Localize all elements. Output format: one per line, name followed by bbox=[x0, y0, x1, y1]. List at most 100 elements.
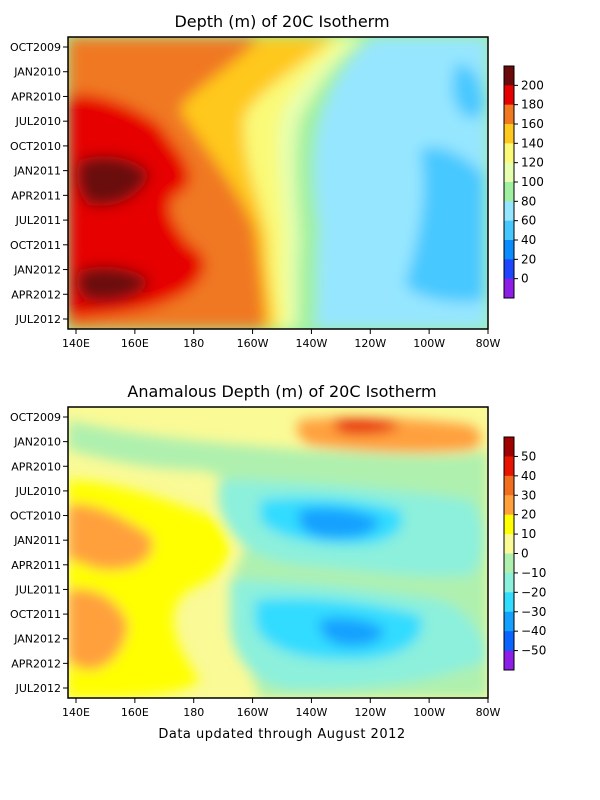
y-tick-label: JAN2011 bbox=[13, 534, 61, 547]
y-tick-label: OCT2010 bbox=[10, 140, 61, 153]
x-axis-ticks: 140E 160E 180 160W 140W 120W 100W 80W bbox=[62, 329, 501, 350]
colorbar-swatch bbox=[504, 182, 514, 202]
y-tick-label: JUL2012 bbox=[15, 682, 61, 695]
y-tick-label: APR2012 bbox=[11, 657, 61, 670]
colorbar-swatch bbox=[504, 592, 514, 613]
colorbar-tick-label: 0 bbox=[521, 547, 529, 561]
colorbar-swatch bbox=[504, 85, 514, 106]
x-tick-label: 120W bbox=[354, 337, 386, 350]
colorbar-swatch bbox=[504, 514, 514, 535]
x-tick-label: 160E bbox=[121, 337, 149, 350]
y-tick-label: APR2010 bbox=[11, 460, 61, 473]
colorbar-tick-label: 10 bbox=[521, 527, 536, 541]
x-tick-label: 100W bbox=[413, 337, 445, 350]
colorbar-swatch bbox=[504, 259, 514, 280]
colorbar-tick-label: 80 bbox=[521, 194, 536, 208]
colorbar-tick-label: 40 bbox=[521, 233, 536, 247]
colorbar-swatch bbox=[504, 650, 514, 671]
colorbar-swatch bbox=[504, 495, 514, 516]
y-tick-label: JAN2011 bbox=[13, 165, 61, 178]
y-tick-label: JUL2011 bbox=[15, 583, 61, 596]
colorbar-swatch bbox=[504, 534, 514, 554]
y-tick-label: JAN2010 bbox=[13, 436, 61, 449]
y-tick-label: OCT2009 bbox=[10, 41, 61, 54]
y-tick-label: JAN2012 bbox=[13, 264, 61, 277]
colorbar-swatch bbox=[504, 240, 514, 260]
y-tick-label: APR2011 bbox=[11, 189, 61, 202]
colorbar-tick-label: −10 bbox=[521, 566, 546, 580]
colorbar-swatch bbox=[504, 437, 514, 457]
x-tick-label: 80W bbox=[476, 706, 501, 719]
colorbar-swatch bbox=[504, 456, 514, 477]
colorbar-tick-label: 120 bbox=[521, 156, 544, 170]
x-tick-label: 140W bbox=[295, 706, 327, 719]
colorbar-tick-label: 100 bbox=[521, 175, 544, 189]
x-tick-label: 140E bbox=[62, 706, 90, 719]
colorbar-tick-label: −40 bbox=[521, 624, 546, 638]
colorbar-swatch bbox=[504, 124, 514, 144]
y-tick-label: OCT2011 bbox=[10, 239, 61, 252]
x-tick-label: 100W bbox=[413, 706, 445, 719]
x-tick-label: 180 bbox=[183, 337, 204, 350]
y-tick-label: JAN2010 bbox=[13, 66, 61, 79]
colorbar-tick-label: 0 bbox=[521, 272, 529, 286]
y-tick-label: JUL2011 bbox=[15, 214, 61, 227]
y-tick-label: OCT2011 bbox=[10, 608, 61, 621]
colorbar-tick-label: 60 bbox=[521, 214, 536, 228]
x-tick-label: 160E bbox=[121, 706, 149, 719]
chart-title: Depth (m) of 20C Isotherm bbox=[174, 12, 389, 31]
colorbar-tick-label: 160 bbox=[521, 117, 544, 131]
x-tick-label: 160W bbox=[237, 337, 269, 350]
colorbar-swatch bbox=[504, 220, 514, 241]
y-tick-label: JAN2012 bbox=[13, 633, 61, 646]
colorbar-tick-label: −20 bbox=[521, 585, 546, 599]
x-axis-ticks: 140E 160E 180 160W 140W 120W 100W 80W bbox=[62, 698, 501, 719]
x-tick-label: 160W bbox=[237, 706, 269, 719]
colorbar-swatch bbox=[504, 572, 514, 593]
colorbar-tick-label: 200 bbox=[521, 78, 544, 92]
colorbar-swatch bbox=[504, 553, 514, 574]
heatmap-field bbox=[68, 407, 488, 698]
colorbar-tick-label: 140 bbox=[521, 136, 544, 150]
y-axis-ticks: OCT2009 JAN2010 APR2010 JUL2010 OCT2010 JAN20… bbox=[10, 41, 68, 326]
y-tick-label: APR2011 bbox=[11, 559, 61, 572]
colorbar-tick-label: 40 bbox=[521, 469, 536, 483]
colorbar-tick-label: −30 bbox=[521, 605, 546, 619]
colorbar-tick-label: 30 bbox=[521, 488, 536, 502]
colorbar-swatch bbox=[504, 611, 514, 632]
colorbar-tick-label: 20 bbox=[521, 252, 536, 266]
colorbar-tick-label: 50 bbox=[521, 449, 536, 463]
chart-depth-panel: Depth (m) of 20C Isotherm bbox=[10, 12, 544, 350]
colorbar-swatch bbox=[504, 66, 514, 86]
colorbar-tick-label: −50 bbox=[521, 644, 546, 658]
y-tick-label: JUL2010 bbox=[15, 485, 61, 498]
y-tick-label: JUL2012 bbox=[15, 313, 61, 326]
colorbar-swatch bbox=[504, 631, 514, 652]
colorbar-tick-label: 20 bbox=[521, 508, 536, 522]
y-tick-label: APR2012 bbox=[11, 288, 61, 301]
y-tick-label: APR2010 bbox=[11, 90, 61, 103]
colorbar-swatch bbox=[504, 475, 514, 496]
colorbar-swatch bbox=[504, 201, 514, 222]
colorbar-swatch bbox=[504, 104, 514, 125]
footer-note: Data updated through August 2012 bbox=[158, 727, 405, 742]
heatmap-field bbox=[68, 37, 488, 329]
colorbar: 50 40 30 20 10 0 −10 −20 −30 −40 −50 bbox=[503, 436, 546, 671]
chart-title: Anamalous Depth (m) of 20C Isotherm bbox=[127, 382, 436, 401]
y-axis-ticks: OCT2009 JAN2010 APR2010 JUL2010 OCT2010 JAN20… bbox=[10, 411, 68, 695]
y-tick-label: OCT2010 bbox=[10, 510, 61, 523]
x-tick-label: 120W bbox=[354, 706, 386, 719]
x-tick-label: 80W bbox=[476, 337, 501, 350]
colorbar-swatch bbox=[504, 143, 514, 164]
chart-anomaly-panel: Anamalous Depth (m) of 20C Isotherm bbox=[10, 382, 546, 719]
x-tick-label: 140E bbox=[62, 337, 90, 350]
y-tick-label: JUL2010 bbox=[15, 115, 61, 128]
colorbar-tick-label: 180 bbox=[521, 98, 544, 112]
x-tick-label: 180 bbox=[183, 706, 204, 719]
colorbar-swatch bbox=[504, 162, 514, 183]
y-tick-label: OCT2009 bbox=[10, 411, 61, 424]
colorbar-swatch bbox=[504, 278, 514, 299]
x-tick-label: 140W bbox=[295, 337, 327, 350]
